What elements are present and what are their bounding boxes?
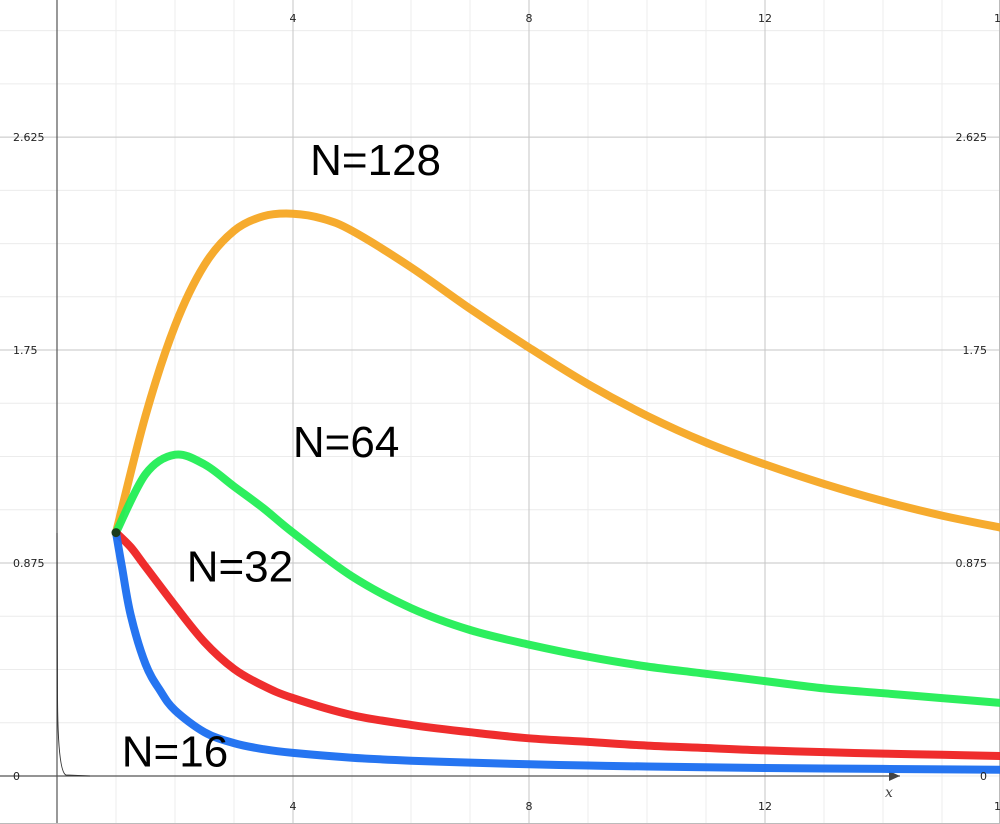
x-tick-label-bottom: 16 xyxy=(994,800,1000,813)
y-tick-label-left: 0.875 xyxy=(13,557,45,570)
curve-label-n-64: N=64 xyxy=(293,418,399,467)
y-tick-label-left: 1.75 xyxy=(13,344,38,357)
curve-label-n-128: N=128 xyxy=(310,136,441,185)
curve-label-n-32: N=32 xyxy=(187,542,293,591)
y-tick-label-left: 0 xyxy=(13,770,20,783)
x-tick-label-top: 16 xyxy=(994,12,1000,25)
series-line-n-64 xyxy=(112,450,1000,707)
x-tick-label-top: 4 xyxy=(290,12,297,25)
series-line-n-128 xyxy=(112,209,1000,537)
x-axis-arrow-icon xyxy=(889,771,900,781)
curve-labels: N=128 N=64 N=32 N=16 xyxy=(122,136,441,776)
curve-label-n-16: N=16 xyxy=(122,727,228,776)
x-tick-label-bottom: 12 xyxy=(758,800,772,813)
series-line-n-16 xyxy=(112,528,1000,774)
y-tick-label-right: 0 xyxy=(980,770,987,783)
x-tick-label-bottom: 4 xyxy=(290,800,297,813)
start-point-marker xyxy=(111,528,121,538)
series-line-n-32 xyxy=(112,528,1000,760)
series-lines xyxy=(56,209,1000,777)
x-tick-label-top: 12 xyxy=(758,12,772,25)
y-tick-label-right: 2.625 xyxy=(956,131,988,144)
y-tick-label-left: 2.625 xyxy=(13,131,45,144)
x-axis-label: x xyxy=(885,785,893,801)
drop-line xyxy=(56,532,91,777)
tick-labels: 4 4 8 8 12 12 16 16 0 0 0.875 0.875 1.75 1.75 2.625 2.6… xyxy=(13,12,1000,813)
x-tick-label-bottom: 8 xyxy=(526,800,533,813)
x-tick-label-top: 8 xyxy=(526,12,533,25)
y-tick-label-right: 0.875 xyxy=(956,557,988,570)
y-tick-label-right: 1.75 xyxy=(963,344,988,357)
